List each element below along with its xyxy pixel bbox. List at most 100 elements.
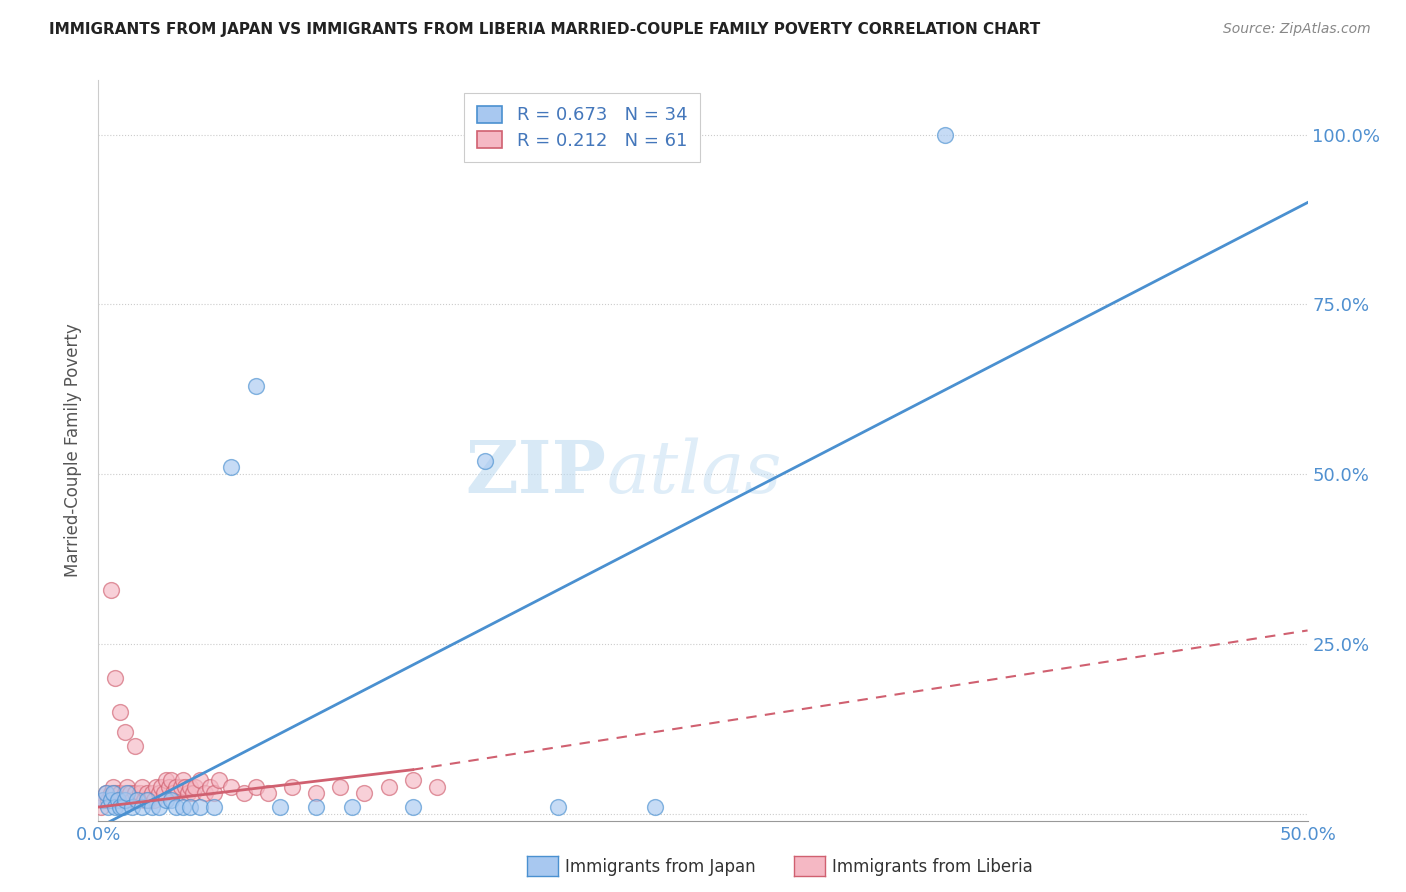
Point <box>121 800 143 814</box>
Point <box>181 787 204 801</box>
Text: atlas: atlas <box>606 437 782 508</box>
Point <box>426 780 449 794</box>
Point <box>97 800 120 814</box>
Point <box>198 780 221 794</box>
Point <box>245 780 267 794</box>
Point <box>160 793 183 807</box>
Point <box>194 787 217 801</box>
Point <box>114 793 136 807</box>
Point <box>90 800 112 814</box>
Point <box>353 787 375 801</box>
Point <box>100 582 122 597</box>
Point <box>107 793 129 807</box>
Point <box>135 787 157 801</box>
Point <box>124 787 146 801</box>
Point <box>145 780 167 794</box>
Point <box>174 780 197 794</box>
Point <box>188 800 211 814</box>
Point <box>165 780 187 794</box>
Point <box>167 787 190 801</box>
Point <box>127 793 149 807</box>
Point <box>121 793 143 807</box>
Point <box>108 787 131 801</box>
Point <box>141 800 163 814</box>
Text: IMMIGRANTS FROM JAPAN VS IMMIGRANTS FROM LIBERIA MARRIED-COUPLE FAMILY POVERTY C: IMMIGRANTS FROM JAPAN VS IMMIGRANTS FROM… <box>49 22 1040 37</box>
Point <box>934 128 956 142</box>
Point <box>150 780 173 794</box>
Point <box>94 787 117 801</box>
Point <box>256 787 278 801</box>
Point <box>547 800 569 814</box>
Point <box>172 772 194 787</box>
Point <box>108 705 131 719</box>
Point <box>91 793 114 807</box>
Point <box>107 793 129 807</box>
Point <box>135 793 157 807</box>
Point <box>128 787 150 801</box>
Text: ZIP: ZIP <box>465 437 606 508</box>
Point <box>100 793 122 807</box>
Point <box>232 787 254 801</box>
Point <box>342 800 364 814</box>
Point <box>104 671 127 685</box>
Text: Immigrants from Japan: Immigrants from Japan <box>565 858 756 876</box>
Point <box>179 780 201 794</box>
Point <box>208 772 231 787</box>
Point <box>138 793 160 807</box>
Point <box>305 787 328 801</box>
Point <box>305 800 328 814</box>
Point <box>165 800 187 814</box>
Point <box>104 800 127 814</box>
Point <box>127 793 149 807</box>
Point <box>111 800 134 814</box>
Point <box>101 787 124 801</box>
Point <box>169 780 191 794</box>
Point <box>221 780 243 794</box>
Point <box>204 787 226 801</box>
Y-axis label: Married-Couple Family Poverty: Married-Couple Family Poverty <box>65 324 83 577</box>
Point <box>114 725 136 739</box>
Point <box>172 800 194 814</box>
Point <box>152 787 174 801</box>
Point <box>117 787 139 801</box>
Point <box>204 800 226 814</box>
Point <box>157 780 180 794</box>
Point <box>155 772 177 787</box>
Point <box>131 780 153 794</box>
Point <box>184 780 207 794</box>
Point <box>104 787 127 801</box>
Point <box>100 787 122 801</box>
Point <box>402 772 425 787</box>
Point <box>281 780 304 794</box>
Point <box>94 787 117 801</box>
Point <box>91 793 114 807</box>
Point <box>160 772 183 787</box>
Point <box>179 800 201 814</box>
Point <box>245 379 267 393</box>
Legend: R = 0.673   N = 34, R = 0.212   N = 61: R = 0.673 N = 34, R = 0.212 N = 61 <box>464 93 700 162</box>
Point <box>402 800 425 814</box>
Text: Source: ZipAtlas.com: Source: ZipAtlas.com <box>1223 22 1371 37</box>
Point <box>108 800 131 814</box>
Text: Immigrants from Liberia: Immigrants from Liberia <box>832 858 1033 876</box>
Point <box>474 453 496 467</box>
Point <box>131 800 153 814</box>
Point <box>162 787 184 801</box>
Point <box>101 780 124 794</box>
Point <box>148 787 170 801</box>
Point <box>269 800 291 814</box>
Point <box>111 793 134 807</box>
Point <box>188 772 211 787</box>
Point <box>644 800 666 814</box>
Point <box>177 787 200 801</box>
Point <box>114 787 136 801</box>
Point <box>221 460 243 475</box>
Point <box>118 787 141 801</box>
Point <box>329 780 352 794</box>
Point <box>97 793 120 807</box>
Point <box>117 780 139 794</box>
Point <box>134 793 156 807</box>
Point <box>148 800 170 814</box>
Point <box>377 780 399 794</box>
Point <box>143 793 166 807</box>
